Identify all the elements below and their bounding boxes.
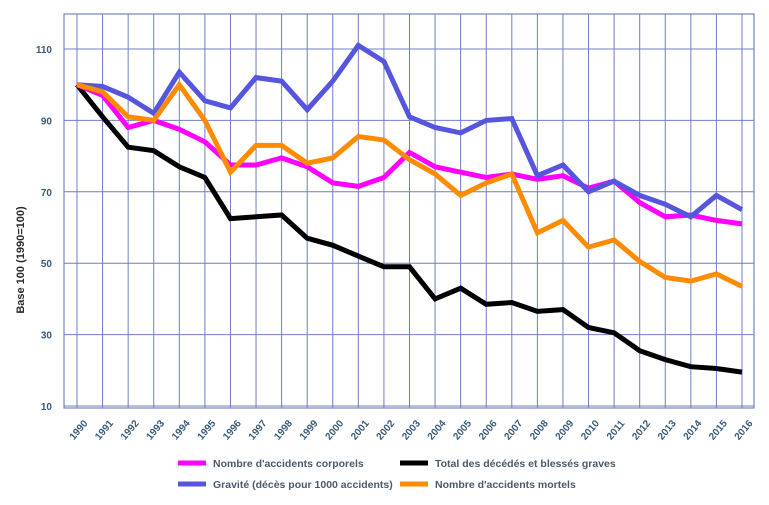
series-line-nombre-d-accidents-corporels bbox=[76, 82, 743, 227]
legend: Nombre d'accidents corporels Total des dé… bbox=[178, 458, 616, 491]
series-line-gravite-deces-pour-1000-accidents bbox=[76, 42, 744, 220]
x-tick-label: 2008 bbox=[528, 418, 551, 442]
x-tick-label: 1996 bbox=[221, 418, 244, 442]
y-tick-label: 10 bbox=[41, 402, 53, 413]
x-tick-label: 2003 bbox=[400, 418, 423, 442]
x-tick-label: 1999 bbox=[298, 418, 321, 442]
x-tick-label: 2013 bbox=[656, 418, 679, 442]
x-tick-label: 2014 bbox=[682, 418, 705, 442]
y-axis-label: Base 100 (1990=100) bbox=[15, 206, 27, 314]
x-tick-label: 2002 bbox=[375, 418, 398, 442]
series-line-nombre-d-accidents-mortels bbox=[76, 80, 744, 289]
x-tick-label: 2011 bbox=[605, 418, 628, 442]
x-tick-label: 1990 bbox=[68, 418, 91, 442]
x-tick-label: 2004 bbox=[426, 418, 449, 442]
x-tick-label: 2001 bbox=[349, 418, 372, 442]
legend-label: Gravité (décès pour 1000 accidents) bbox=[213, 479, 393, 491]
y-tick-label: 90 bbox=[41, 116, 53, 127]
y-tick-label: 50 bbox=[41, 259, 53, 270]
x-tick-label: 1997 bbox=[247, 418, 270, 442]
legend-label: Total des décédés et blessés graves bbox=[435, 458, 616, 470]
series-line-total-des-decedes-et-blesses-graves bbox=[75, 83, 743, 375]
y-tick-label: 30 bbox=[41, 331, 53, 342]
x-tick-label: 2016 bbox=[733, 418, 756, 442]
x-tick-label: 1998 bbox=[272, 418, 295, 442]
series-lines bbox=[75, 42, 744, 375]
x-tick-label: 1994 bbox=[170, 418, 193, 442]
x-tick-label: 1992 bbox=[119, 418, 142, 442]
x-tick-label: 2009 bbox=[554, 418, 577, 442]
x-tick-label: 1991 bbox=[93, 418, 116, 442]
x-tick-label: 2015 bbox=[707, 418, 730, 442]
x-tick-label: 1995 bbox=[196, 418, 219, 442]
x-tick-label: 2006 bbox=[477, 418, 500, 442]
y-tick-label: 70 bbox=[41, 188, 53, 199]
y-tick-label: 110 bbox=[36, 45, 53, 56]
x-tick-label: 2010 bbox=[579, 418, 602, 442]
grid bbox=[63, 13, 755, 409]
x-tick-label: 2012 bbox=[630, 418, 653, 442]
x-tick-label: 2005 bbox=[451, 418, 474, 442]
legend-label: Nombre d'accidents mortels bbox=[435, 479, 576, 491]
x-tick-label: 2000 bbox=[323, 418, 346, 442]
x-tick-label: 2007 bbox=[503, 418, 526, 442]
x-tick-label: 1993 bbox=[144, 418, 167, 442]
legend-label: Nombre d'accidents corporels bbox=[213, 458, 364, 470]
